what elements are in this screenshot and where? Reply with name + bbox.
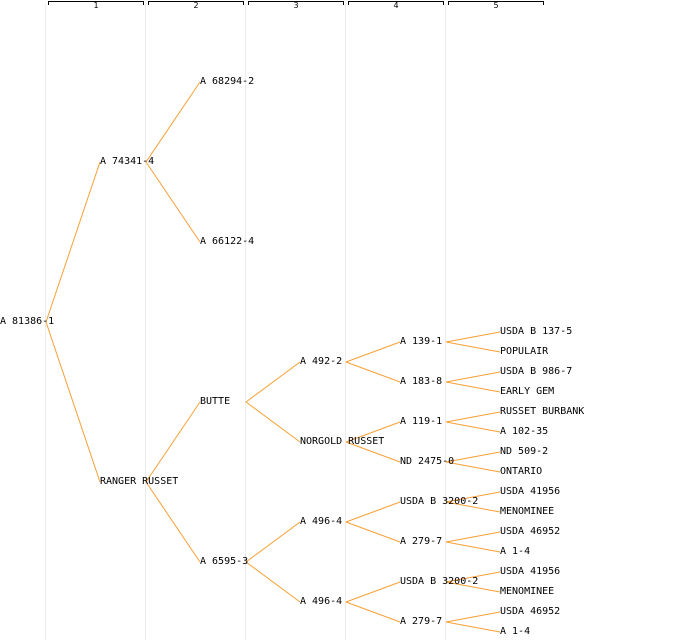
pedigree-link — [445, 571, 501, 583]
generation-bracket-5 — [448, 1, 544, 5]
pedigree-link — [445, 421, 501, 433]
pedigree-node: USDA B 986-7 — [500, 366, 573, 377]
generation-rule-1 — [45, 4, 46, 640]
pedigree-link — [245, 561, 301, 603]
pedigree-node: A 183-8 — [400, 376, 443, 387]
pedigree-node: A 119-1 — [400, 416, 443, 427]
generation-rule-3 — [245, 4, 246, 640]
pedigree-node: A 139-1 — [400, 336, 443, 347]
pedigree-node: USDA B 3200-2 — [400, 576, 479, 587]
pedigree-node: POPULAIR — [500, 346, 549, 357]
generation-bracket-2 — [148, 1, 244, 5]
pedigree-link — [445, 341, 501, 353]
pedigree-link — [445, 611, 501, 623]
pedigree-link — [345, 501, 401, 523]
generation-number-1: 1 — [93, 1, 99, 10]
generation-rule-2 — [145, 4, 146, 640]
generation-bracket-3 — [248, 1, 344, 5]
pedigree-link — [345, 361, 401, 383]
pedigree-link — [445, 451, 501, 463]
pedigree-node: RANGER RUSSET — [100, 476, 179, 487]
pedigree-link — [345, 441, 401, 463]
pedigree-node: BUTTE — [200, 396, 231, 407]
pedigree-link — [245, 521, 301, 563]
pedigree-node: ND 509-2 — [500, 446, 549, 457]
pedigree-node: A 279-7 — [400, 536, 443, 547]
pedigree-link — [445, 411, 501, 423]
pedigree-link — [445, 541, 501, 553]
pedigree-node: A 68294-2 — [200, 76, 255, 87]
pedigree-node: A 496-4 — [300, 516, 343, 527]
pedigree-link — [445, 371, 501, 383]
pedigree-link — [445, 461, 501, 473]
pedigree-node: A 81386-1 — [0, 316, 55, 327]
generation-number-5: 5 — [493, 1, 499, 10]
generation-rule-4 — [345, 4, 346, 640]
pedigree-link — [245, 401, 301, 443]
pedigree-node: A 6595-3 — [200, 556, 249, 567]
pedigree-node: USDA B 137-5 — [500, 326, 573, 337]
pedigree-link — [145, 481, 201, 563]
pedigree-node: USDA 41956 — [500, 486, 561, 497]
pedigree-node: A 492-2 — [300, 356, 343, 367]
pedigree-link — [145, 81, 201, 163]
pedigree-node: EARLY GEM — [500, 386, 555, 397]
pedigree-link — [345, 421, 401, 443]
generation-bracket-1 — [48, 1, 144, 5]
pedigree-node: USDA 46952 — [500, 526, 561, 537]
pedigree-link — [445, 331, 501, 343]
pedigree-link — [445, 531, 501, 543]
generation-rule-5 — [445, 4, 446, 640]
pedigree-link — [445, 491, 501, 503]
pedigree-link — [445, 621, 501, 633]
generation-bracket-4 — [348, 1, 444, 5]
pedigree-link — [345, 581, 401, 603]
pedigree-node: A 279-7 — [400, 616, 443, 627]
pedigree-link — [45, 321, 101, 483]
pedigree-link — [245, 361, 301, 403]
pedigree-node: MENOMINEE — [500, 586, 555, 597]
pedigree-node: A 1-4 — [500, 546, 531, 557]
generation-number-4: 4 — [393, 1, 399, 10]
pedigree-link — [345, 521, 401, 543]
pedigree-node: ND 2475-0 — [400, 456, 455, 467]
pedigree-node: USDA 46952 — [500, 606, 561, 617]
pedigree-node: A 74341-4 — [100, 156, 155, 167]
pedigree-link — [145, 161, 201, 243]
pedigree-link — [345, 601, 401, 623]
pedigree-node: A 102-35 — [500, 426, 549, 437]
pedigree-node: USDA B 3200-2 — [400, 496, 479, 507]
pedigree-node: NORGOLD RUSSET — [300, 436, 385, 447]
pedigree-node: MENOMINEE — [500, 506, 555, 517]
pedigree-link — [445, 381, 501, 393]
pedigree-link — [345, 341, 401, 363]
pedigree-node: A 1-4 — [500, 626, 531, 637]
pedigree-node: A 66122-4 — [200, 236, 255, 247]
generation-number-2: 2 — [193, 1, 199, 10]
pedigree-node: RUSSET BURBANK — [500, 406, 585, 417]
pedigree-link — [445, 501, 501, 513]
pedigree-link — [445, 581, 501, 593]
pedigree-link — [45, 161, 101, 323]
pedigree-link — [145, 401, 201, 483]
pedigree-node: A 496-4 — [300, 596, 343, 607]
pedigree-node: USDA 41956 — [500, 566, 561, 577]
pedigree-node: ONTARIO — [500, 466, 543, 477]
generation-number-3: 3 — [293, 1, 299, 10]
